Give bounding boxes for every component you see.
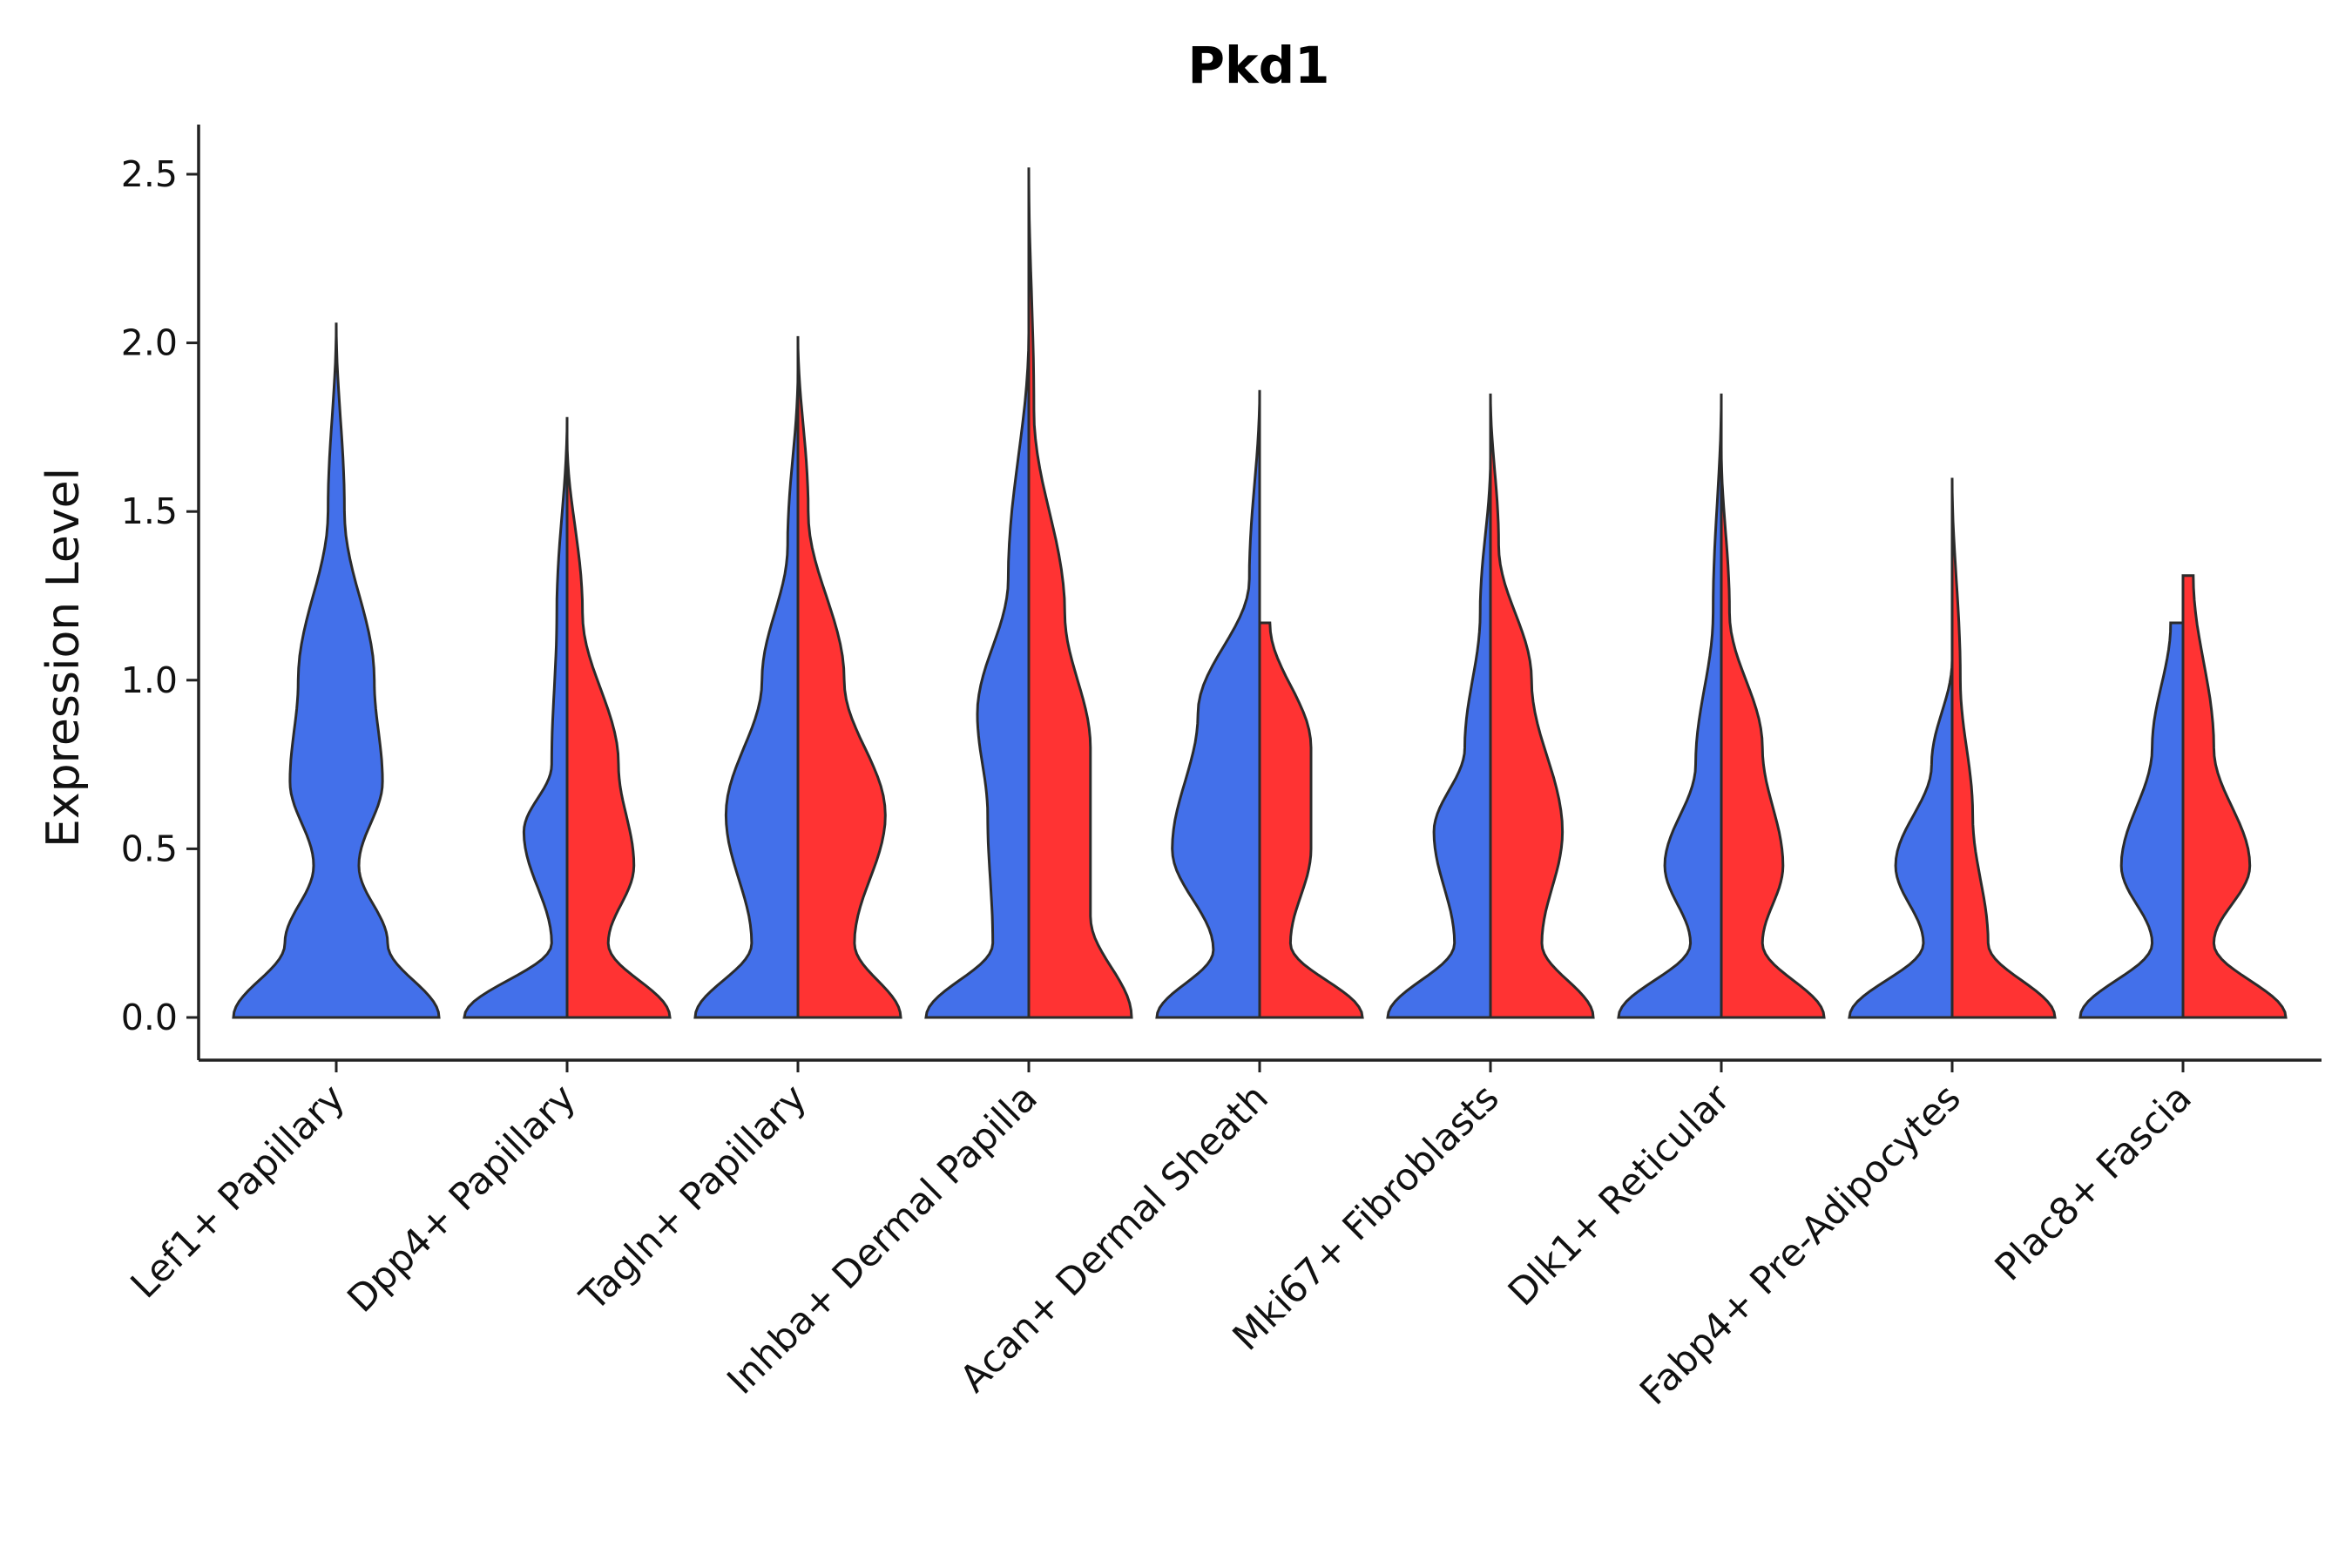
violin-group-red-4 xyxy=(1258,621,1364,1019)
y-tick-label: 0.0 xyxy=(121,997,178,1038)
x-tick-label: Dpp4+ Papillary xyxy=(340,1076,585,1321)
y-tick-label: 1.5 xyxy=(121,490,178,532)
violin-group-blue-2 xyxy=(693,369,800,1019)
violin-group-blue-8 xyxy=(2078,621,2185,1019)
violin-group-red-6 xyxy=(1720,447,1826,1019)
violin-group-blue-3 xyxy=(924,332,1031,1019)
y-tick-label: 2.5 xyxy=(121,153,178,195)
y-tick-label: 1.0 xyxy=(121,659,178,701)
violin-group-red-5 xyxy=(1489,393,1595,1019)
violins-layer xyxy=(232,167,2288,1019)
y-tick-label: 2.0 xyxy=(121,322,178,364)
violin-group-blue-6 xyxy=(1617,393,1723,1019)
x-tick-label: Tagln+ Papillary xyxy=(571,1076,815,1320)
violin-group-blue-0 xyxy=(232,322,441,1019)
x-tick-label: Dlk1+ Reticular xyxy=(1500,1076,1739,1315)
violin-group-blue-7 xyxy=(1848,659,1954,1019)
violin-group-red-8 xyxy=(2181,574,2288,1019)
violin-group-blue-4 xyxy=(1155,389,1261,1019)
x-tick-label: Lef1+ Papillary xyxy=(123,1076,354,1307)
y-axis-label: Expression Level xyxy=(37,468,90,848)
y-tick-label: 0.5 xyxy=(121,828,178,869)
violin-group-red-2 xyxy=(796,335,902,1019)
violin-group-red-1 xyxy=(565,436,672,1019)
violin-group-blue-1 xyxy=(463,416,569,1019)
chart-title: Pkd1 xyxy=(1188,36,1330,95)
x-tick-label: Plac8+ Fascia xyxy=(1987,1076,2200,1289)
violin-group-red-7 xyxy=(1950,477,2057,1019)
violin-group-red-3 xyxy=(1027,167,1133,1019)
violin-group-blue-5 xyxy=(1386,457,1492,1019)
x-tick-label: Mki67+ Fibroblasts xyxy=(1225,1076,1508,1359)
